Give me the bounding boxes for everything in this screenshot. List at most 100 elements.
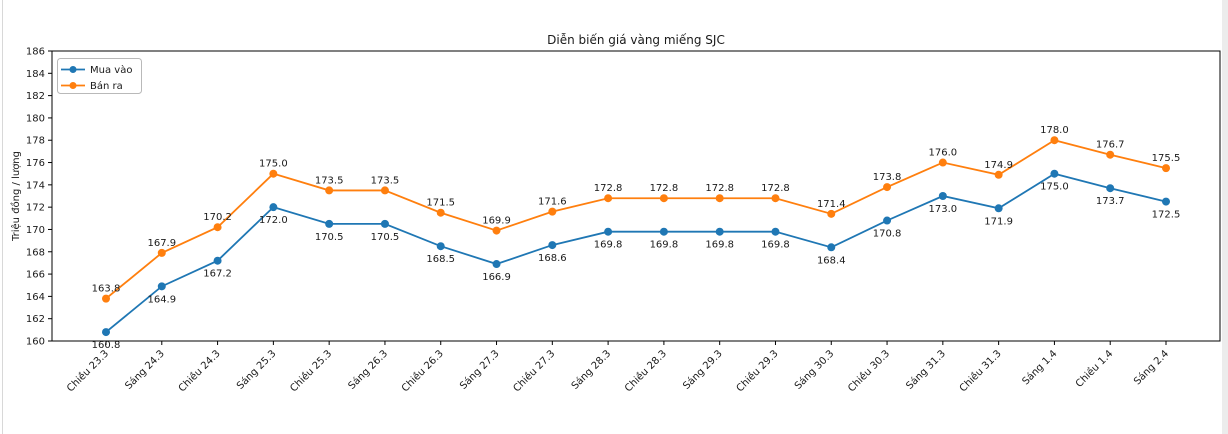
data-point-label: 172.8	[705, 183, 734, 194]
data-point-marker	[1162, 164, 1170, 173]
data-point-marker	[659, 194, 668, 203]
x-tick-label: Chiều 31.3	[957, 348, 1004, 395]
data-point-marker	[827, 243, 836, 252]
x-tick-label: Sáng 1.4	[1020, 348, 1060, 388]
data-point-marker	[1050, 169, 1059, 178]
data-point-label: 178.0	[1040, 125, 1069, 136]
data-point-label: 169.8	[761, 240, 790, 251]
legend-label-mua-vao: Mua vào	[90, 64, 132, 76]
y-tick-label: 162	[26, 314, 45, 325]
x-tick-label: Chiều 29.3	[734, 348, 781, 395]
data-point-marker	[715, 194, 724, 203]
y-tick-label: 164	[26, 292, 45, 303]
data-point-marker	[102, 328, 110, 337]
y-tick-label: 168	[26, 247, 45, 258]
data-point-label: 160.8	[92, 340, 121, 351]
data-point-marker	[213, 256, 222, 265]
legend-item-mua-vao: Mua vào	[61, 64, 132, 76]
legend: Mua vào Bán ra	[57, 58, 142, 94]
data-point-marker	[436, 242, 445, 251]
data-point-marker	[771, 227, 780, 236]
data-point-label: 170.5	[371, 232, 400, 243]
data-point-marker	[325, 186, 334, 195]
data-point-label: 168.6	[538, 253, 567, 264]
y-axis-title: Triệu đồng / lượng	[10, 151, 22, 242]
data-point-label: 169.8	[594, 240, 623, 251]
data-point-label: 172.8	[594, 183, 623, 194]
data-point-marker	[1106, 184, 1115, 193]
y-tick-label: 176	[26, 158, 45, 169]
data-point-marker	[548, 207, 557, 216]
legend-label-ban-ra: Bán ra	[90, 80, 123, 92]
x-tick-label: Sáng 31.3	[904, 348, 948, 392]
x-tick-label: Sáng 2.4	[1131, 348, 1171, 388]
data-point-label: 171.4	[817, 199, 846, 210]
data-point-marker	[102, 294, 110, 303]
data-point-label: 169.8	[650, 240, 679, 251]
y-tick-label: 182	[26, 91, 45, 102]
data-point-marker	[1106, 150, 1115, 159]
plot-area: 160 162 164 166 168 170 172 174 176 178 180 182 184 1…	[26, 47, 1221, 395]
y-tick-label: 174	[26, 180, 45, 191]
data-point-label: 172.5	[1152, 210, 1181, 221]
data-point-label: 173.5	[371, 175, 400, 186]
data-point-marker	[436, 208, 445, 217]
data-point-label: 171.6	[538, 197, 567, 208]
y-tick-label: 172	[26, 203, 45, 214]
x-tick-label: Sáng 27.3	[457, 348, 501, 392]
data-point-marker	[827, 209, 836, 218]
x-tick-label: Chiều 27.3	[511, 348, 558, 395]
data-point-marker	[994, 204, 1003, 213]
x-tick-label: Chiều 25.3	[288, 348, 335, 395]
data-point-marker	[771, 194, 780, 203]
data-point-marker	[213, 223, 222, 232]
series-line-0	[105, 172, 1167, 333]
series-line-1	[105, 139, 1167, 300]
data-point-marker	[604, 194, 613, 203]
x-tick-label: Sáng 28.3	[569, 348, 613, 392]
y-tick-label: 184	[26, 69, 45, 80]
data-point-label: 164.9	[147, 294, 176, 305]
x-tick-label: Chiều 30.3	[845, 348, 892, 395]
legend-item-ban-ra: Bán ra	[61, 80, 123, 92]
x-tick-label: Sáng 29.3	[681, 348, 725, 392]
data-point-label: 171.9	[984, 216, 1013, 227]
x-tick-label: Chiều 23.3	[64, 348, 111, 395]
data-point-marker	[269, 203, 278, 212]
data-point-marker	[380, 186, 389, 195]
data-point-label: 172.8	[650, 183, 679, 194]
data-point-label: 173.0	[929, 204, 958, 215]
y-tick-label: 178	[26, 136, 45, 147]
x-tick-label: Sáng 25.3	[234, 348, 278, 392]
x-tick-label: Sáng 26.3	[346, 348, 390, 392]
x-tick-label: Sáng 30.3	[792, 348, 836, 392]
data-point-label: 175.0	[1040, 182, 1069, 193]
data-point-marker	[938, 192, 947, 200]
data-point-label: 171.5	[426, 198, 455, 209]
data-point-marker	[380, 219, 389, 228]
data-point-label: 172.8	[761, 183, 790, 194]
data-point-label: 166.9	[482, 272, 511, 283]
data-point-label: 175.0	[259, 159, 288, 170]
data-point-marker	[659, 227, 668, 236]
data-point-label: 173.5	[315, 175, 344, 186]
chart-title: Diễn biến giá vàng miếng SJC	[547, 33, 725, 47]
data-point-marker	[492, 260, 501, 269]
data-point-label: 176.0	[929, 148, 958, 159]
x-tick-label: Chiều 28.3	[622, 348, 669, 395]
y-tick-label: 170	[26, 225, 45, 236]
data-point-marker	[269, 169, 278, 178]
data-point-label: 167.9	[147, 238, 176, 249]
data-point-label: 169.9	[482, 216, 511, 227]
data-point-marker	[883, 183, 892, 192]
x-tick-label: Sáng 24.3	[123, 348, 167, 392]
y-tick-label: 186	[26, 47, 45, 58]
data-point-label: 173.7	[1096, 196, 1125, 207]
data-point-label: 168.5	[426, 254, 455, 265]
x-tick-label: Chiều 1.4	[1073, 348, 1115, 390]
window-left-edge	[2, 0, 3, 434]
data-point-label: 169.8	[705, 240, 734, 251]
plot-border	[51, 50, 1221, 342]
